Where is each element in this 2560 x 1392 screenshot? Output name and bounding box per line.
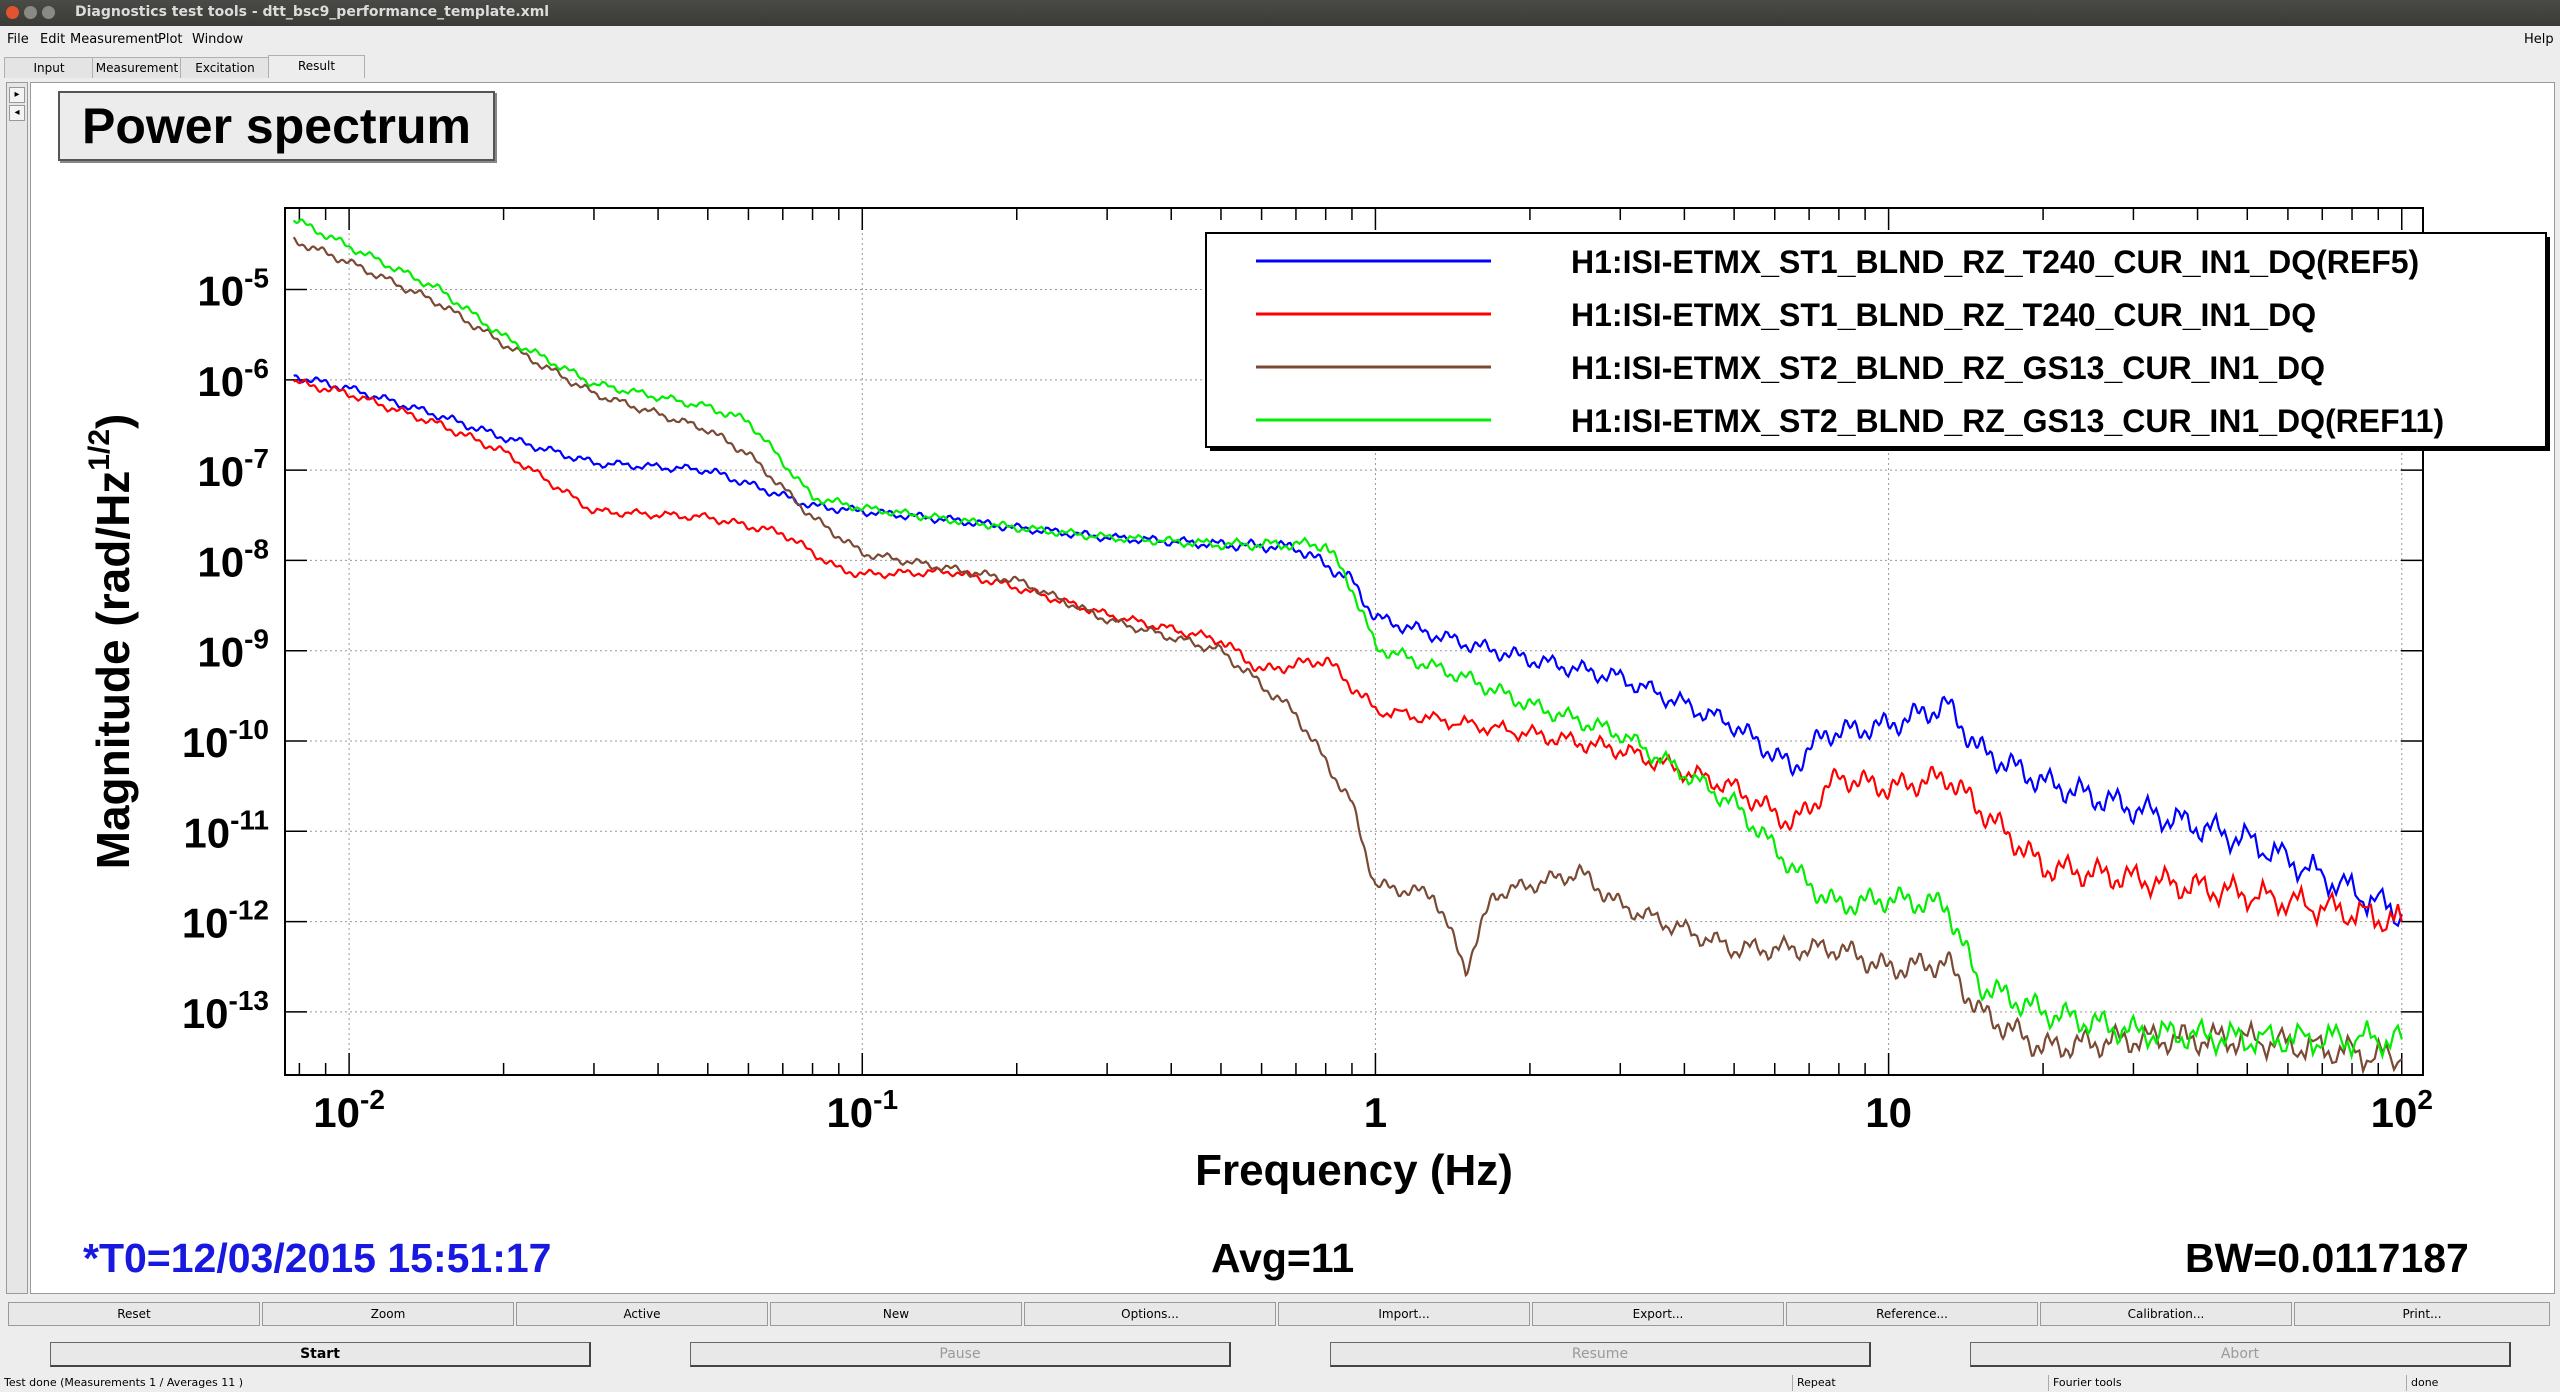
menu-window[interactable]: Window: [192, 32, 244, 47]
tab-result[interactable]: Result: [268, 55, 365, 78]
status-message: Test done (Measurements 1 / Averages 11 …: [4, 1376, 244, 1389]
zoom-button[interactable]: Zoom: [262, 1302, 514, 1326]
t0-timestamp: *T0=12/03/2015 15:51:17: [83, 1235, 552, 1281]
pause-button[interactable]: Pause: [690, 1342, 1231, 1367]
series-line-1: [293, 374, 2403, 928]
y-tick-label: 10-12: [182, 895, 269, 947]
title-bar: Diagnostics test tools - dtt_bsc9_perfor…: [0, 0, 2560, 26]
y-axis-label: Magnitude (rad/Hz1/2): [83, 414, 139, 870]
status-repeat: Repeat: [1792, 1375, 1836, 1391]
expand-left-icon[interactable]: ◂: [9, 105, 25, 121]
average-count: Avg=11: [1211, 1235, 1355, 1281]
minimize-window-icon[interactable]: [24, 6, 37, 19]
start-button[interactable]: Start: [50, 1342, 591, 1367]
y-tick-label: 10-9: [197, 624, 269, 676]
menu-measurement[interactable]: Measurement: [70, 32, 160, 47]
tab-excitation[interactable]: Excitation: [180, 57, 270, 78]
status-bar: Test done (Measurements 1 / Averages 11 …: [0, 1374, 2560, 1392]
plot-title: Power spectrum: [58, 91, 495, 161]
menu-edit[interactable]: Edit: [40, 32, 66, 47]
run-control-row: Start Pause Resume Abort: [0, 1342, 2560, 1368]
options-button[interactable]: Options...: [1024, 1302, 1276, 1326]
x-tick-label: 10-2: [313, 1084, 385, 1136]
x-axis-label: Frequency (Hz): [1195, 1146, 1513, 1195]
abort-button[interactable]: Abort: [1970, 1342, 2511, 1367]
menu-plot[interactable]: Plot: [158, 32, 183, 47]
close-window-icon[interactable]: [6, 6, 19, 19]
legend-entry: H1:ISI-ETMX_ST1_BLND_RZ_T240_CUR_IN1_DQ(…: [1571, 244, 2419, 280]
calibration-button[interactable]: Calibration...: [2040, 1302, 2292, 1326]
y-tick-label: 10-13: [182, 985, 269, 1037]
legend-entry: H1:ISI-ETMX_ST2_BLND_RZ_GS13_CUR_IN1_DQ(…: [1571, 403, 2444, 439]
x-tick-label: 102: [2371, 1084, 2433, 1136]
active-button[interactable]: Active: [516, 1302, 768, 1326]
tab-input[interactable]: Input: [4, 57, 94, 78]
y-tick-label: 10-8: [197, 533, 269, 585]
power-spectrum-chart[interactable]: 10-2 10-1 1 10 10210-1310-1210-1110-1010-910…: [31, 83, 2554, 1293]
series-line-2: [293, 378, 2403, 933]
resume-button[interactable]: Resume: [1330, 1342, 1871, 1367]
plot-button-row: Reset Zoom Active New Options... Import.…: [6, 1302, 2554, 1326]
tab-bar: Input Measurement Excitation Result: [0, 55, 2560, 79]
legend-box: [1205, 232, 2547, 448]
y-tick-label: 10-6: [197, 353, 269, 405]
new-button[interactable]: New: [770, 1302, 1022, 1326]
x-tick-label: 10: [1865, 1089, 1912, 1136]
menu-help[interactable]: Help: [2524, 32, 2554, 47]
y-tick-label: 10-7: [197, 443, 269, 495]
reference-button[interactable]: Reference...: [1786, 1302, 2038, 1326]
y-tick-label: 10-5: [197, 263, 269, 315]
plot-panel: Power spectrum 10-2 10-1 1 10 102 10-13 10-12 1…: [30, 82, 2555, 1294]
status-type: Fourier tools: [2048, 1375, 2122, 1391]
tab-measurement[interactable]: Measurement: [92, 57, 182, 78]
status-state: done: [2406, 1375, 2438, 1391]
x-tick-label: 1: [1364, 1089, 1387, 1136]
plot-frame: [284, 207, 2424, 1076]
y-tick-label: 10-10: [182, 714, 269, 766]
y-tick-label: 10-11: [183, 804, 269, 856]
print-button[interactable]: Print...: [2294, 1302, 2550, 1326]
series-line-3: [292, 236, 2403, 1076]
expand-right-icon[interactable]: ▸: [9, 87, 25, 103]
maximize-window-icon[interactable]: [42, 6, 55, 19]
reset-button[interactable]: Reset: [8, 1302, 260, 1326]
bandwidth: BW=0.0117187: [2185, 1235, 2469, 1281]
legend-entry: H1:ISI-ETMX_ST1_BLND_RZ_T240_CUR_IN1_DQ: [1571, 297, 2316, 333]
legend-entry: H1:ISI-ETMX_ST2_BLND_RZ_GS13_CUR_IN1_DQ: [1571, 350, 2325, 386]
x-tick-label: 10-1: [826, 1084, 898, 1136]
window-title: Diagnostics test tools - dtt_bsc9_perfor…: [75, 4, 550, 20]
export-button[interactable]: Export...: [1532, 1302, 1784, 1326]
menu-file[interactable]: File: [7, 32, 29, 47]
series-line-4: [292, 218, 2403, 1061]
import-button[interactable]: Import...: [1278, 1302, 1530, 1326]
plot-side-strip: ▸ ◂: [6, 82, 28, 1294]
menu-bar: File Edit Measurement Plot Window Help: [0, 27, 2560, 51]
